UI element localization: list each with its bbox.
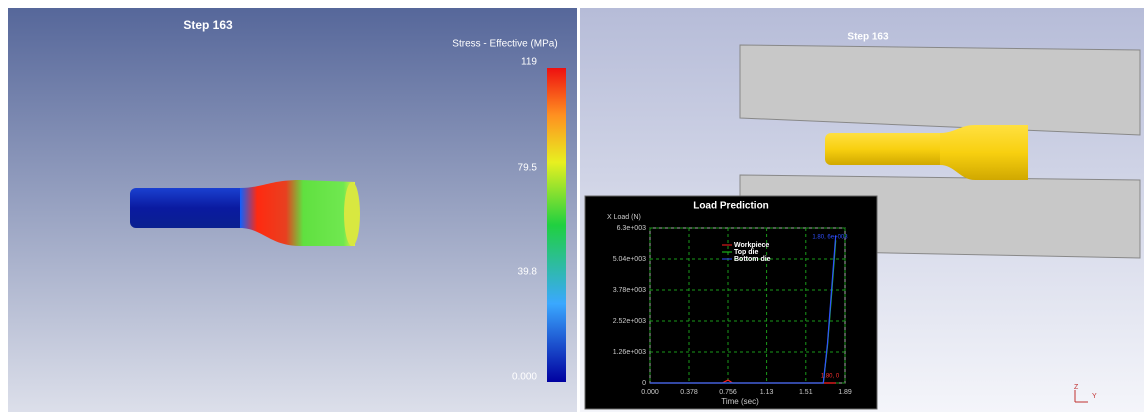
y-tick-label: 5.04e+003 xyxy=(613,256,646,263)
y-tick-label: 6.3e+003 xyxy=(617,225,646,232)
triad-label: Y xyxy=(1092,393,1097,400)
annotation: 1.80, 6e+003 xyxy=(812,235,848,241)
chart-title: Load Prediction xyxy=(693,201,769,212)
screen: Step 163 Stress - Effective (MPa) 119 79… xyxy=(0,0,1144,412)
y-tick-label: 2.52e+003 xyxy=(613,318,646,325)
x-tick-label: 1.51 xyxy=(799,389,813,396)
x-tick-label: 0.756 xyxy=(719,389,737,396)
legend-title: Stress - Effective (MPa) xyxy=(452,39,557,50)
x-tick-label: 1.89 xyxy=(838,389,852,396)
y-axis-label: X Load (N) xyxy=(607,214,641,221)
x-tick-label: 0.378 xyxy=(680,389,698,396)
triad-label: Z xyxy=(1074,384,1079,391)
legend-label: Top die xyxy=(734,249,758,256)
y-tick-label: 0 xyxy=(642,380,646,387)
x-tick-label: 1.13 xyxy=(760,389,774,396)
step-label: Step 163 xyxy=(847,32,889,43)
legend-label: 39.8 xyxy=(518,267,538,278)
color-bar xyxy=(547,68,566,382)
y-tick-label: 1.26e+003 xyxy=(613,349,646,356)
step-label: Step 163 xyxy=(183,18,233,32)
viewports: Step 163 Stress - Effective (MPa) 119 79… xyxy=(0,0,1144,412)
x-axis-label: Time (sec) xyxy=(721,397,759,406)
legend-label: 119 xyxy=(521,57,537,68)
legend-label: Bottom die xyxy=(734,256,771,263)
legend-label: 79.5 xyxy=(518,163,538,174)
legend-label: Workpiece xyxy=(734,242,769,249)
x-tick-label: 0.000 xyxy=(641,389,659,396)
legend-label: 0.000 xyxy=(512,372,537,383)
y-tick-label: 3.78e+003 xyxy=(613,287,646,294)
